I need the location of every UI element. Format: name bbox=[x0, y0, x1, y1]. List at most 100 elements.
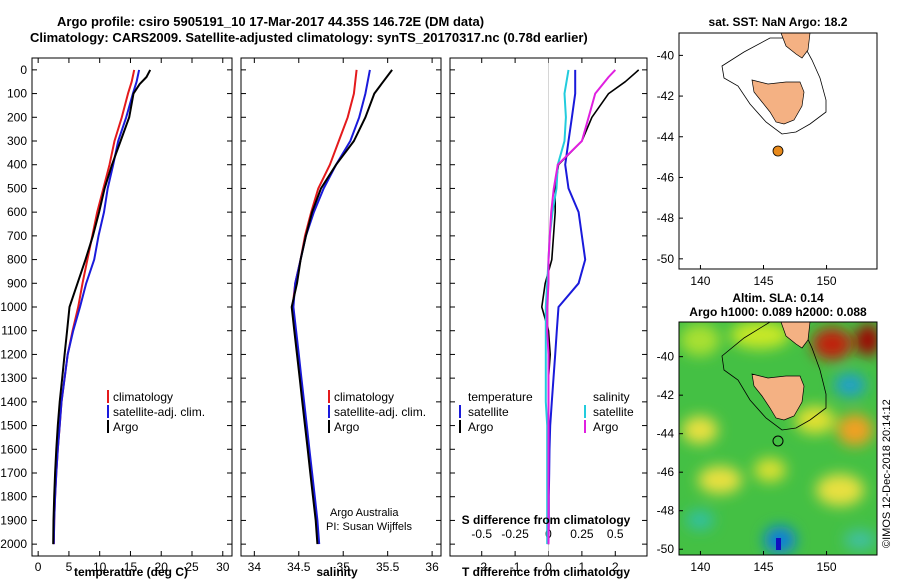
depth-tick-label: 1300 bbox=[0, 371, 27, 385]
depth-tick-label: 1700 bbox=[0, 466, 27, 480]
sst-map-lon-label: 150 bbox=[817, 274, 837, 288]
depth-tick-label: 500 bbox=[7, 181, 27, 195]
legend-swatch-t-argo bbox=[459, 420, 461, 433]
sst-map-lat-label: -48 bbox=[657, 211, 675, 225]
depth-tick-label: 1000 bbox=[0, 300, 27, 314]
legend-swatch-s-satellite bbox=[584, 405, 586, 418]
sdiff-argo-line bbox=[546, 69, 617, 545]
legend-label-t-argo: Argo bbox=[468, 420, 494, 434]
sst-map-frame bbox=[678, 32, 878, 270]
sla-map-lon-label: 140 bbox=[690, 560, 710, 574]
imos-watermark: ©IMOS 12-Dec-2018 20:14:12 bbox=[881, 399, 893, 548]
temperature-xlabel: temperature (deg C) bbox=[74, 565, 188, 579]
salinity-legend: climatology satellite-adj. clim. Argo bbox=[328, 390, 426, 434]
salinity-xlabel: salinity bbox=[316, 565, 358, 579]
figure-title-line1: Argo profile: csiro 5905191_10 17-Mar-20… bbox=[57, 14, 484, 29]
s-difference-xlabel: S difference from climatology bbox=[462, 513, 631, 527]
difference-panel: -2 -1 0 1 2-0.5 -0.25 0 0.25 0.5 bbox=[449, 57, 648, 574]
difference-s-tick-label: 0.5 bbox=[607, 527, 624, 541]
depth-tick-label: 1400 bbox=[0, 395, 27, 409]
argo-position-marker bbox=[772, 145, 784, 157]
difference-xtick-label: 0 bbox=[545, 560, 552, 574]
salinity-frame bbox=[240, 57, 442, 557]
difference-xtick-label: -2 bbox=[476, 560, 487, 574]
sla-tasmania-land bbox=[751, 373, 805, 421]
depth-tick-label: 2000 bbox=[0, 537, 27, 551]
salinity-argo-line bbox=[290, 69, 393, 545]
difference-legend-temperature: temperature satellite Argo bbox=[459, 390, 533, 434]
legend-label-satellite: satellite-adj. clim. bbox=[113, 405, 205, 419]
sla-map-lon-label: 150 bbox=[817, 560, 837, 574]
tasmania-land bbox=[751, 79, 805, 125]
difference-legend-salinity: salinity satellite Argo bbox=[584, 390, 634, 434]
temperature-argo-line bbox=[52, 69, 152, 545]
salinity-xtick-label: 35.5 bbox=[376, 560, 400, 574]
depth-tick-label: 1800 bbox=[0, 490, 27, 504]
salinity-xtick-label: 34.5 bbox=[287, 560, 311, 574]
legend-swatch-satellite bbox=[107, 405, 109, 418]
difference-xlabel: T difference from climatology bbox=[462, 565, 630, 579]
difference-xtick-label: -1 bbox=[510, 560, 521, 574]
temperature-xtick-label: 20 bbox=[155, 560, 169, 574]
sla-map-lat-label: -46 bbox=[657, 465, 675, 479]
credit-pi: PI: Susan Wijffels bbox=[326, 521, 412, 533]
temperature-plot-background bbox=[32, 58, 232, 556]
sst-map-lat-label: -44 bbox=[657, 130, 675, 144]
salinity-xtick-label: 36 bbox=[425, 560, 439, 574]
temperature-satellite-line bbox=[52, 69, 141, 545]
figure-title-line2: Climatology: CARS2009. Satellite-adjuste… bbox=[30, 30, 588, 45]
credit-argo-australia: Argo Australia bbox=[330, 507, 399, 519]
depth-tick-label: 1600 bbox=[0, 442, 27, 456]
salinity-plot-background bbox=[241, 58, 441, 556]
legend-label-climatology: climatology bbox=[334, 390, 394, 404]
legend-swatch-argo bbox=[328, 420, 330, 433]
sst-map-lat-label: -42 bbox=[657, 89, 675, 103]
legend-title-temperature: temperature bbox=[468, 390, 533, 404]
difference-s-tick-label: -0.25 bbox=[501, 527, 529, 541]
difference-s-tick-label: -0.5 bbox=[471, 527, 492, 541]
depth-tick-label: 300 bbox=[7, 134, 27, 148]
legend-title-salinity: salinity bbox=[593, 390, 630, 404]
sla-map-subtitle: Argo h1000: 0.089 h2000: 0.088 bbox=[689, 305, 867, 319]
depth-tick-label: 200 bbox=[7, 110, 27, 124]
legend-swatch-satellite bbox=[328, 405, 330, 418]
difference-s-tick-label: 0.25 bbox=[570, 527, 594, 541]
salinity-xtick-label: 34 bbox=[248, 560, 262, 574]
sla-map-lat-label: -42 bbox=[657, 388, 675, 402]
temperature-legend: climatology satellite-adj. clim. Argo bbox=[107, 390, 205, 434]
sla-mainland-land bbox=[780, 322, 811, 349]
sst-map-title: sat. SST: NaN Argo: 18.2 bbox=[709, 15, 848, 29]
salinity-xtick-label: 35 bbox=[337, 560, 351, 574]
difference-xtick-label: 2 bbox=[612, 560, 619, 574]
legend-swatch-climatology bbox=[107, 390, 109, 403]
legend-label-t-satellite: satellite bbox=[468, 405, 509, 419]
sla-map-lat-label: -48 bbox=[657, 504, 675, 518]
legend-label-satellite: satellite-adj. clim. bbox=[334, 405, 426, 419]
depth-tick-label: 400 bbox=[7, 158, 27, 172]
sla-map-frame bbox=[678, 321, 878, 556]
sst-map-lat-label: -46 bbox=[657, 170, 675, 184]
salinity-panel: 34 34.5 35 35.5 36 bbox=[240, 57, 442, 574]
temperature-xtick-label: 10 bbox=[93, 560, 107, 574]
map-axes: 140 145 150 -40 -42 -44 -46 -48 -50 140 145 150 -40 -… bbox=[657, 48, 837, 574]
temperature-panel: 0 5 10 15 20 25 30 bbox=[31, 57, 233, 574]
sdiff-satellite-line bbox=[544, 69, 570, 545]
temperature-xtick-label: 25 bbox=[185, 560, 199, 574]
temperature-frame bbox=[31, 57, 233, 557]
temperature-xtick-label: 30 bbox=[216, 560, 230, 574]
legend-label-argo: Argo bbox=[334, 420, 360, 434]
legend-swatch-t-satellite bbox=[459, 405, 461, 418]
sla-map-lat-label: -44 bbox=[657, 427, 675, 441]
sla-map-lat-label: -40 bbox=[657, 350, 675, 364]
sla-anomaly-field bbox=[680, 322, 877, 554]
sst-map-lat-label: -50 bbox=[657, 252, 675, 266]
sla-map bbox=[679, 322, 877, 555]
difference-frame bbox=[449, 57, 648, 557]
depth-tick-label: 1200 bbox=[0, 347, 27, 361]
sla-map-lon-label: 145 bbox=[753, 560, 773, 574]
sst-map-lon-label: 140 bbox=[690, 274, 710, 288]
depth-tick-label: 0 bbox=[20, 63, 27, 77]
depth-tick-label: 1500 bbox=[0, 419, 27, 433]
sla-map-lat-label: -50 bbox=[657, 542, 675, 556]
legend-label-climatology: climatology bbox=[113, 390, 173, 404]
